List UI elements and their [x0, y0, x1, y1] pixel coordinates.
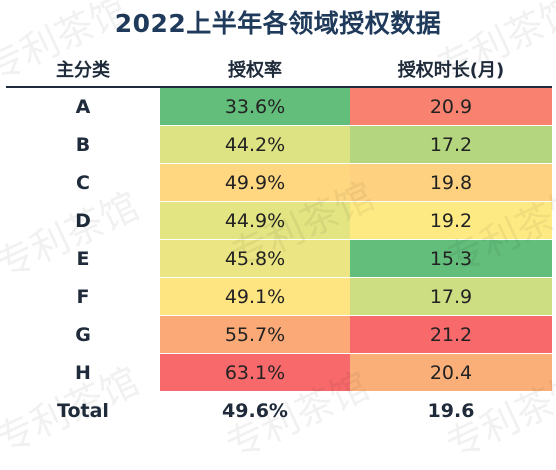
grant-rate-cell: 63.1%	[160, 353, 350, 392]
total-row: Total 49.6% 19.6	[6, 391, 552, 431]
table-row: C 49.9% 19.8	[6, 163, 552, 202]
category-cell: B	[6, 125, 160, 164]
table-row: B 44.2% 17.2	[6, 125, 552, 164]
total-rate: 49.6%	[160, 391, 350, 431]
grant-rate-cell: 44.2%	[160, 125, 350, 164]
header-row: 主分类 授权率 授权时长(月)	[6, 52, 552, 88]
table-row: D 44.9% 19.2	[6, 201, 552, 240]
grant-duration-cell: 20.9	[350, 87, 552, 126]
grant-duration-cell: 15.3	[350, 239, 552, 278]
table-row: G 55.7% 21.2	[6, 315, 552, 354]
category-cell: H	[6, 353, 160, 392]
grant-duration-cell: 21.2	[350, 315, 552, 354]
category-cell: F	[6, 277, 160, 316]
grant-rate-cell: 45.8%	[160, 239, 350, 278]
grant-duration-cell: 20.4	[350, 353, 552, 392]
table-row: F 49.1% 17.9	[6, 277, 552, 316]
grant-rate-cell: 49.1%	[160, 277, 350, 316]
total-duration: 19.6	[350, 391, 552, 431]
category-cell: D	[6, 201, 160, 240]
table-body: A 33.6% 20.9 B 44.2% 17.2 C 49.9% 19.8 D 44.9% 19.2…	[6, 87, 552, 431]
total-label: Total	[6, 391, 160, 431]
header-grant-rate: 授权率	[160, 52, 350, 88]
category-cell: E	[6, 239, 160, 278]
grant-data-table: 主分类 授权率 授权时长(月) A 33.6% 20.9 B 44.2% 17.2 C 49.…	[6, 52, 552, 431]
table-title: 2022上半年各领域授权数据	[114, 9, 442, 38]
grant-duration-cell: 17.9	[350, 277, 552, 316]
table-row: H 63.1% 20.4	[6, 353, 552, 392]
header-category: 主分类	[6, 52, 160, 88]
grant-rate-cell: 44.9%	[160, 201, 350, 240]
header-grant-duration: 授权时长(月)	[350, 52, 552, 88]
category-cell: C	[6, 163, 160, 202]
grant-duration-cell: 19.8	[350, 163, 552, 202]
table-row: E 45.8% 15.3	[6, 239, 552, 278]
category-cell: G	[6, 315, 160, 354]
table-row: A 33.6% 20.9	[6, 87, 552, 126]
grant-rate-cell: 49.9%	[160, 163, 350, 202]
grant-duration-cell: 19.2	[350, 201, 552, 240]
category-cell: A	[6, 87, 160, 126]
grant-rate-cell: 55.7%	[160, 315, 350, 354]
grant-rate-cell: 33.6%	[160, 87, 350, 126]
grant-duration-cell: 17.2	[350, 125, 552, 164]
